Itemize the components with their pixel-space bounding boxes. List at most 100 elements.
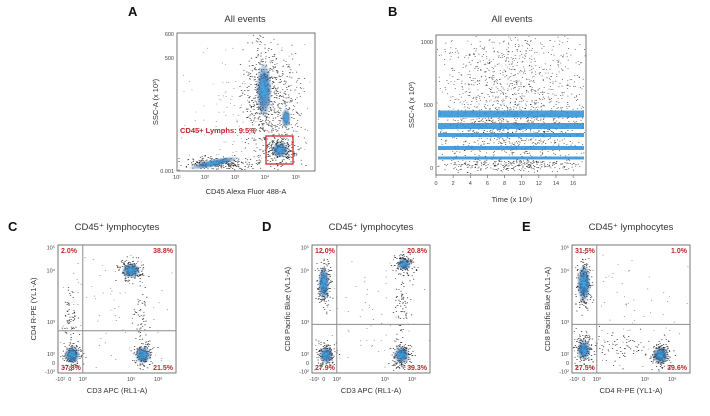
density-band <box>438 146 584 150</box>
panel-letter-e: E <box>522 219 531 234</box>
quadrant-top-right: 38.8% <box>153 248 174 255</box>
quadrant-top-right: 20.8% <box>407 248 428 255</box>
x-label: CD3 APC (RL1-A) <box>87 386 148 395</box>
panel-a-y-tick: 600 <box>165 32 174 38</box>
panel-b-title: All events <box>491 14 532 25</box>
panel-b-x-ticks: 0 2 4 6 8 10 12 14 16 <box>434 175 576 187</box>
panel-c-title: CD45⁺ lymphocytes <box>75 222 160 233</box>
plot-frame <box>571 244 691 374</box>
x-tick: 0 <box>322 377 325 383</box>
panel-b-x-tick: 8 <box>503 181 506 187</box>
y-tick: -10² <box>45 370 55 376</box>
density-blob <box>576 264 591 303</box>
panel-b-x-tick: 6 <box>486 181 489 187</box>
y-tick: 10³ <box>301 320 309 326</box>
y-tick: 10⁴ <box>47 268 56 275</box>
y-tick: 0 <box>566 361 569 367</box>
panel-b-x-tick: 16 <box>570 181 576 187</box>
event-dots <box>61 287 81 348</box>
y-tick: 10² <box>561 352 569 358</box>
panel-c: C CD45⁺ lymphocytes 2.0% 38.8% 37.8% 21.5% 10⁵… <box>8 219 177 395</box>
event-dots <box>574 250 689 367</box>
panel-a-x-tick: 10⁵ <box>292 174 300 181</box>
panel-b-x-tick: 0 <box>434 181 437 187</box>
panel-a-x-tick: 10³ <box>231 175 239 181</box>
y-tick: 10⁵ <box>47 245 55 252</box>
panel-letter-b: B <box>388 4 397 19</box>
density-blob <box>393 346 410 365</box>
panel-e-title: CD45⁺ lymphocytes <box>589 222 674 233</box>
x-tick: 10³ <box>593 377 601 383</box>
quadrant-bottom-left: 27.9% <box>315 365 336 372</box>
y-tick: 10⁵ <box>561 245 569 252</box>
panel-b-plot-frame <box>435 34 587 176</box>
panel-b-x-tick: 2 <box>452 181 455 187</box>
y-tick: -10² <box>299 370 309 376</box>
panel-b: B All events 1000 500 0 0 2 4 6 8 10 12 14 16 Ti… <box>388 4 587 204</box>
y-tick: 10² <box>301 352 309 358</box>
x-label: CD3 APC (RL1-A) <box>341 386 402 395</box>
y-label: CD8 Pacific Blue (VL1-A) <box>283 266 292 351</box>
panel-b-y-tick: 0 <box>430 166 433 172</box>
density-band <box>438 133 584 137</box>
density-blob <box>256 62 272 118</box>
y-tick: 10⁵ <box>301 245 309 252</box>
density-blob <box>576 339 591 361</box>
panel-b-y-tick: 1000 <box>421 40 433 46</box>
panel-b-x-tick: 14 <box>553 181 559 187</box>
density-band <box>438 156 584 160</box>
density-blob <box>317 265 330 302</box>
x-tick: -10¹ <box>55 377 65 383</box>
panel-a-x-tick: 10² <box>201 175 209 181</box>
density-band <box>438 110 584 118</box>
panel-d-title: CD45⁺ lymphocytes <box>329 222 414 233</box>
x-tick: 10⁵ <box>641 376 649 383</box>
panel-letter-d: D <box>262 219 271 234</box>
density-blob <box>134 346 152 365</box>
panel-a-x-label: CD45 Alexa Fluor 488-A <box>206 187 287 196</box>
x-tick: 10³ <box>79 377 87 383</box>
y-label: CD8 Pacific Blue (VL1-A) <box>543 266 552 351</box>
quadrant-bottom-right: 21.5% <box>153 365 174 372</box>
events <box>313 246 430 372</box>
x-tick: -10¹ <box>569 377 579 383</box>
panel-b-x-tick: 12 <box>536 181 542 187</box>
panel-a-title: All events <box>224 14 265 25</box>
event-dots <box>181 44 311 167</box>
x-tick: 0 <box>582 377 585 383</box>
panel-a-events <box>178 34 311 171</box>
quadrant-bottom-left: 27.5% <box>575 365 596 372</box>
density-blob <box>396 257 412 271</box>
panel-a-x-tick: 10⁴ <box>261 174 270 181</box>
panel-a-y-ticks: 600 500 0.001 <box>160 32 174 175</box>
quadrant-bottom-right: 39.3% <box>407 365 428 372</box>
panel-a-y-label: SSC-A (x 10³) <box>151 78 160 125</box>
panel-b-x-tick: 10 <box>519 181 525 187</box>
panel-b-y-ticks: 1000 500 0 <box>421 40 433 172</box>
panel-e: E CD45⁺ lymphocytes 31.5% 1.0% 27.5% 39.6% 10⁵… <box>522 219 691 395</box>
quadrant-bottom-left: 37.8% <box>61 365 82 372</box>
y-tick: 0 <box>306 361 309 367</box>
panel-a-x-tick: 10¹ <box>173 175 181 181</box>
y-tick: 0 <box>52 361 55 367</box>
density-blob <box>271 142 289 158</box>
panel-b-y-label: SSC-A (x 10³) <box>407 81 416 128</box>
panel-a-y-tick: 0.001 <box>160 169 174 175</box>
density-blob <box>319 346 334 365</box>
panel-b-x-label: Time (x 10⁶) <box>492 195 533 204</box>
panel-b-events <box>436 36 586 174</box>
x-tick: 10⁶ <box>154 376 162 383</box>
y-tick: 10⁴ <box>301 268 310 275</box>
density-blob <box>652 346 669 365</box>
y-tick: 10³ <box>47 320 55 326</box>
quadrant-top-right: 1.0% <box>671 248 688 255</box>
y-tick: 10³ <box>561 320 569 326</box>
y-tick: -10² <box>559 370 569 376</box>
quadrant-bottom-right: 39.6% <box>667 365 688 372</box>
events <box>59 254 173 371</box>
x-tick: 10⁵ <box>381 376 389 383</box>
panel-a-y-tick: 500 <box>165 56 174 62</box>
quadrant-top-left: 2.0% <box>61 248 78 255</box>
x-tick: 10⁵ <box>127 376 135 383</box>
